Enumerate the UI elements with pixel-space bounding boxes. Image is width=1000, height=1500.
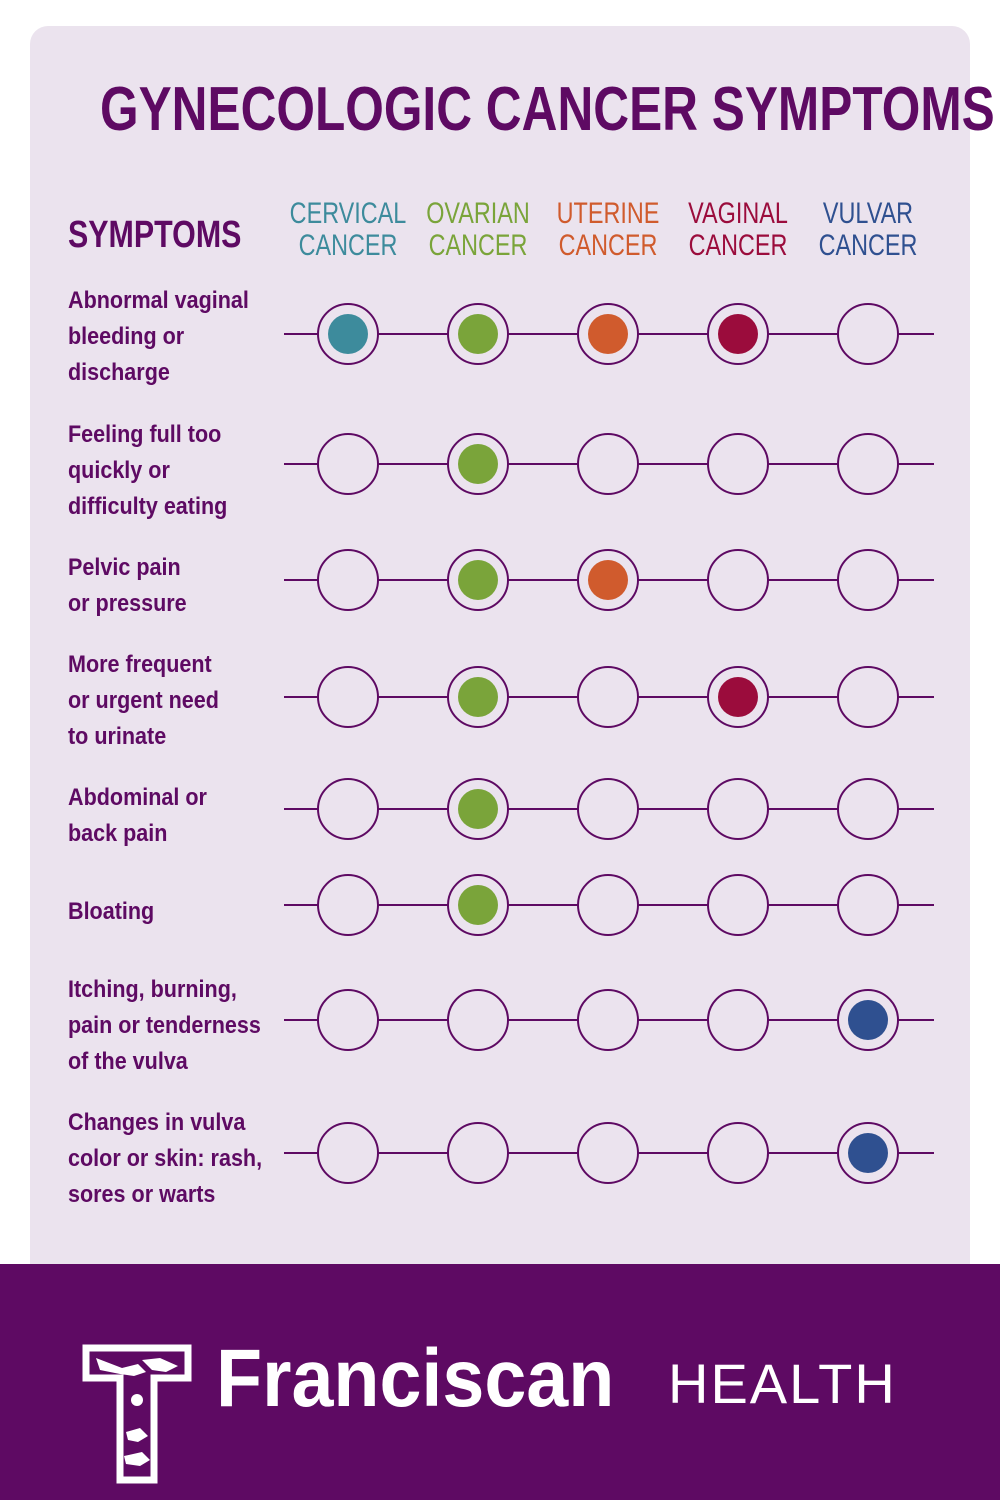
symptom-label-feeling-full: Feeling full too quickly or difficulty e… xyxy=(68,421,228,520)
symptom-present-dot xyxy=(848,1133,888,1173)
infographic-panel xyxy=(30,26,970,1266)
symptom-ring xyxy=(707,433,769,495)
symptom-ring xyxy=(707,989,769,1051)
symptom-ring xyxy=(577,1122,639,1184)
symptom-ring xyxy=(317,989,379,1051)
symptom-present-dot xyxy=(458,560,498,600)
symptom-ring xyxy=(577,989,639,1051)
symptom-ring xyxy=(317,778,379,840)
symptom-ring xyxy=(317,666,379,728)
column-header-vulvar: VULVAR CANCER xyxy=(818,197,918,262)
symptom-present-dot xyxy=(718,314,758,354)
symptom-ring xyxy=(707,549,769,611)
brand-sub: HEALTH xyxy=(668,1352,897,1415)
symptom-label-vulva-changes: Changes in vulva color or skin: rash, so… xyxy=(68,1109,263,1208)
symptom-present-dot xyxy=(588,560,628,600)
symptom-ring xyxy=(837,666,899,728)
symptom-label-vulva-itching: Itching, burning, pain or tenderness of … xyxy=(68,976,261,1075)
symptom-present-dot xyxy=(458,885,498,925)
symptom-ring xyxy=(707,778,769,840)
symptom-ring xyxy=(447,1122,509,1184)
page-title: GYNECOLOGIC CANCER SYMPTOMS xyxy=(100,75,995,144)
symptom-ring xyxy=(317,549,379,611)
symptom-ring xyxy=(837,303,899,365)
symptom-ring xyxy=(577,433,639,495)
symptom-ring xyxy=(317,874,379,936)
symptom-ring xyxy=(837,549,899,611)
symptom-label-abnormal-bleeding: Abnormal vaginal bleeding or discharge xyxy=(68,287,249,386)
symptom-present-dot xyxy=(458,444,498,484)
column-header-vaginal: VAGINAL CANCER xyxy=(688,197,788,262)
footer-banner: Franciscan HEALTH xyxy=(0,1264,1000,1500)
symptom-ring xyxy=(707,1122,769,1184)
symptom-ring xyxy=(447,989,509,1051)
symptom-ring xyxy=(707,874,769,936)
symptom-present-dot xyxy=(588,314,628,354)
franciscan-cross-logo xyxy=(82,1344,192,1484)
symptom-matrix xyxy=(284,303,934,1184)
symptom-label-abdominal-pain: Abdominal or back pain xyxy=(68,784,207,847)
symptom-label-pelvic-pain: Pelvic pain or pressure xyxy=(68,554,187,617)
symptom-present-dot xyxy=(458,789,498,829)
symptom-present-dot xyxy=(458,677,498,717)
symptom-present-dot xyxy=(328,314,368,354)
symptom-ring xyxy=(837,778,899,840)
column-header-uterine: UTERINE CANCER xyxy=(556,197,660,262)
symptom-label-urination: More frequent or urgent need to urinate xyxy=(68,651,219,750)
symptom-ring xyxy=(837,433,899,495)
symptom-ring xyxy=(317,1122,379,1184)
symptom-present-dot xyxy=(848,1000,888,1040)
symptom-ring xyxy=(837,874,899,936)
column-header-cervical: CERVICAL CANCER xyxy=(289,197,407,262)
symptom-ring xyxy=(577,874,639,936)
symptom-present-dot xyxy=(718,677,758,717)
brand-name: Franciscan xyxy=(216,1333,615,1424)
symptom-label-bloating: Bloating xyxy=(68,898,155,925)
symptom-ring xyxy=(577,778,639,840)
symptom-ring xyxy=(577,666,639,728)
column-header-ovarian: OVARIAN CANCER xyxy=(426,197,530,262)
symptom-present-dot xyxy=(458,314,498,354)
symptom-ring xyxy=(317,433,379,495)
symptoms-heading: SYMPTOMS xyxy=(68,214,242,256)
